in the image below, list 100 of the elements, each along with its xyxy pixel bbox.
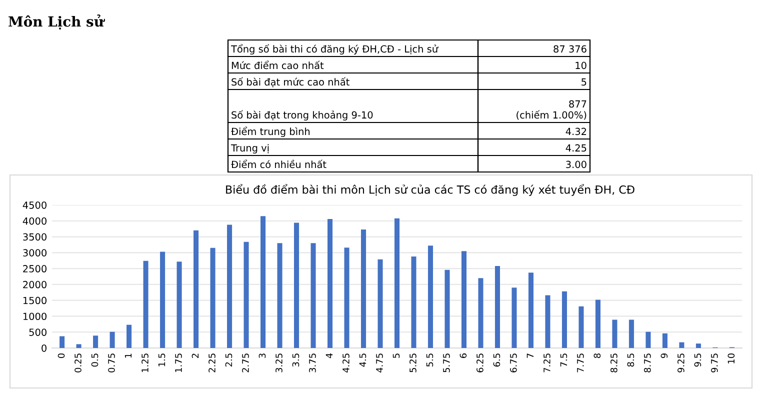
x-tick-label: 6.25: [476, 354, 484, 372]
x-tick-label: 0.25: [74, 354, 82, 372]
x-tick-label: 2.75: [242, 354, 249, 372]
bar: [378, 259, 383, 348]
x-tick-label: 7: [526, 354, 534, 358]
x-tick-label: 6.5: [493, 354, 500, 367]
x-tick-label: 3.75: [309, 354, 316, 372]
bar: [110, 332, 115, 348]
text: 10: [576, 62, 586, 70]
x-tick-label: 5.75: [443, 354, 450, 372]
x-tick-label: 6.75: [510, 354, 517, 372]
x-tick-label: 1.25: [142, 354, 148, 372]
bar: [328, 218, 333, 348]
bar: [176, 262, 182, 348]
x-tick-label: 3: [258, 354, 266, 358]
y-tick-label: 3000: [23, 249, 46, 256]
bar: [344, 248, 350, 348]
y-tick-label: 2000: [23, 280, 46, 288]
x-tick-label: 6: [460, 353, 467, 358]
x-tick-label: 9: [660, 353, 668, 358]
x-tick-label: 8.5: [627, 354, 634, 367]
bar: [428, 246, 434, 348]
x-tick-label: 0: [58, 353, 65, 358]
x-tick-label: 2: [192, 354, 199, 358]
x-tick-label: 8.75: [644, 354, 651, 372]
x-tick-label: 2.5: [225, 354, 232, 367]
x-tick-label: 1.5: [158, 354, 166, 366]
y-tick-label: 2500: [23, 265, 46, 272]
text: 4.32: [566, 128, 586, 136]
bar: [578, 306, 584, 348]
text: Môn Lịch sử: [8, 14, 106, 30]
bar: [646, 332, 651, 348]
x-tick-label: 10: [728, 353, 735, 364]
bar: [478, 278, 484, 348]
bar: [411, 256, 416, 348]
y-tick-label: 4000: [22, 217, 46, 225]
bar: [628, 320, 634, 348]
text: 877 (chiếm 1.00%): [516, 100, 586, 120]
text: Trung vị: [230, 144, 269, 154]
text: Điểm trung bình: [231, 126, 310, 137]
x-tick-label: 7.75: [577, 354, 584, 372]
bar: [143, 260, 148, 348]
x-tick-label: 3.5: [292, 354, 300, 367]
bar: [76, 344, 82, 348]
y-tick-label: 3500: [23, 233, 46, 241]
bar: [260, 216, 266, 348]
bar: [662, 333, 668, 348]
bar: [126, 324, 132, 348]
bar: [612, 320, 618, 348]
x-tick-label: 5: [392, 354, 400, 358]
y-tick-label: 500: [29, 328, 46, 336]
bar: [545, 295, 550, 348]
x-tick-label: 1.75: [175, 354, 182, 372]
bar: [360, 229, 366, 348]
x-tick-label: 5.25: [410, 354, 416, 372]
bar: [210, 248, 216, 348]
x-tick-label: 9.5: [694, 354, 702, 367]
x-tick-label: 4: [326, 353, 332, 358]
bar: [679, 342, 684, 348]
x-tick-label: 8: [594, 353, 601, 358]
bar: [294, 222, 300, 348]
x-tick-label: 9.75: [710, 354, 718, 372]
bar: [93, 336, 98, 348]
bar: [562, 291, 567, 348]
bar: [461, 251, 466, 348]
text: 87 376: [554, 45, 586, 53]
text: Mức điểm cao nhất: [232, 60, 324, 70]
y-tick-label: 0: [42, 344, 46, 352]
bar: [277, 243, 282, 348]
chart-title: Biểu đồ điểm bài thi môn Lịch sử của các TS có đăng ký xét tuyển ĐH, CĐ: [226, 184, 634, 196]
bar: [528, 272, 534, 348]
x-tick-label: 2.25: [208, 354, 216, 372]
x-tick-label: 0.5: [91, 354, 98, 367]
x-tick-label: 4.25: [342, 354, 350, 373]
bar: [244, 242, 249, 348]
text: 3.00: [566, 160, 586, 168]
text: Điểm có nhiều nhất: [231, 160, 326, 168]
bar: [60, 336, 65, 348]
text: 5: [582, 78, 586, 86]
bar: [394, 218, 400, 348]
y-tick-label: 1000: [23, 312, 46, 320]
bar: [227, 224, 232, 348]
bar: [310, 243, 316, 348]
bar: [696, 344, 701, 348]
x-tick-label: 3.25: [276, 354, 282, 372]
text: Tổng số bài thi có đăng ký ĐH,CĐ - Lịch sử: [230, 44, 438, 54]
x-tick-label: 8.25: [610, 354, 618, 372]
x-tick-label: 4.5: [359, 354, 366, 367]
text: Số bài đạt trong khoảng 9-10: [232, 110, 373, 120]
x-tick-label: 9.25: [678, 354, 684, 372]
x-tick-label: 7.25: [544, 354, 550, 372]
bar: [512, 288, 517, 348]
y-tick-label: 1500: [23, 296, 46, 304]
bar: [160, 252, 166, 348]
x-tick-label: 7.5: [560, 354, 568, 366]
y-tick-label: 4500: [22, 201, 46, 209]
text: 4.25: [566, 144, 586, 152]
x-tick-label: 0.75: [108, 354, 115, 372]
bar: [444, 270, 450, 348]
x-tick-label: 5.5: [426, 354, 434, 367]
